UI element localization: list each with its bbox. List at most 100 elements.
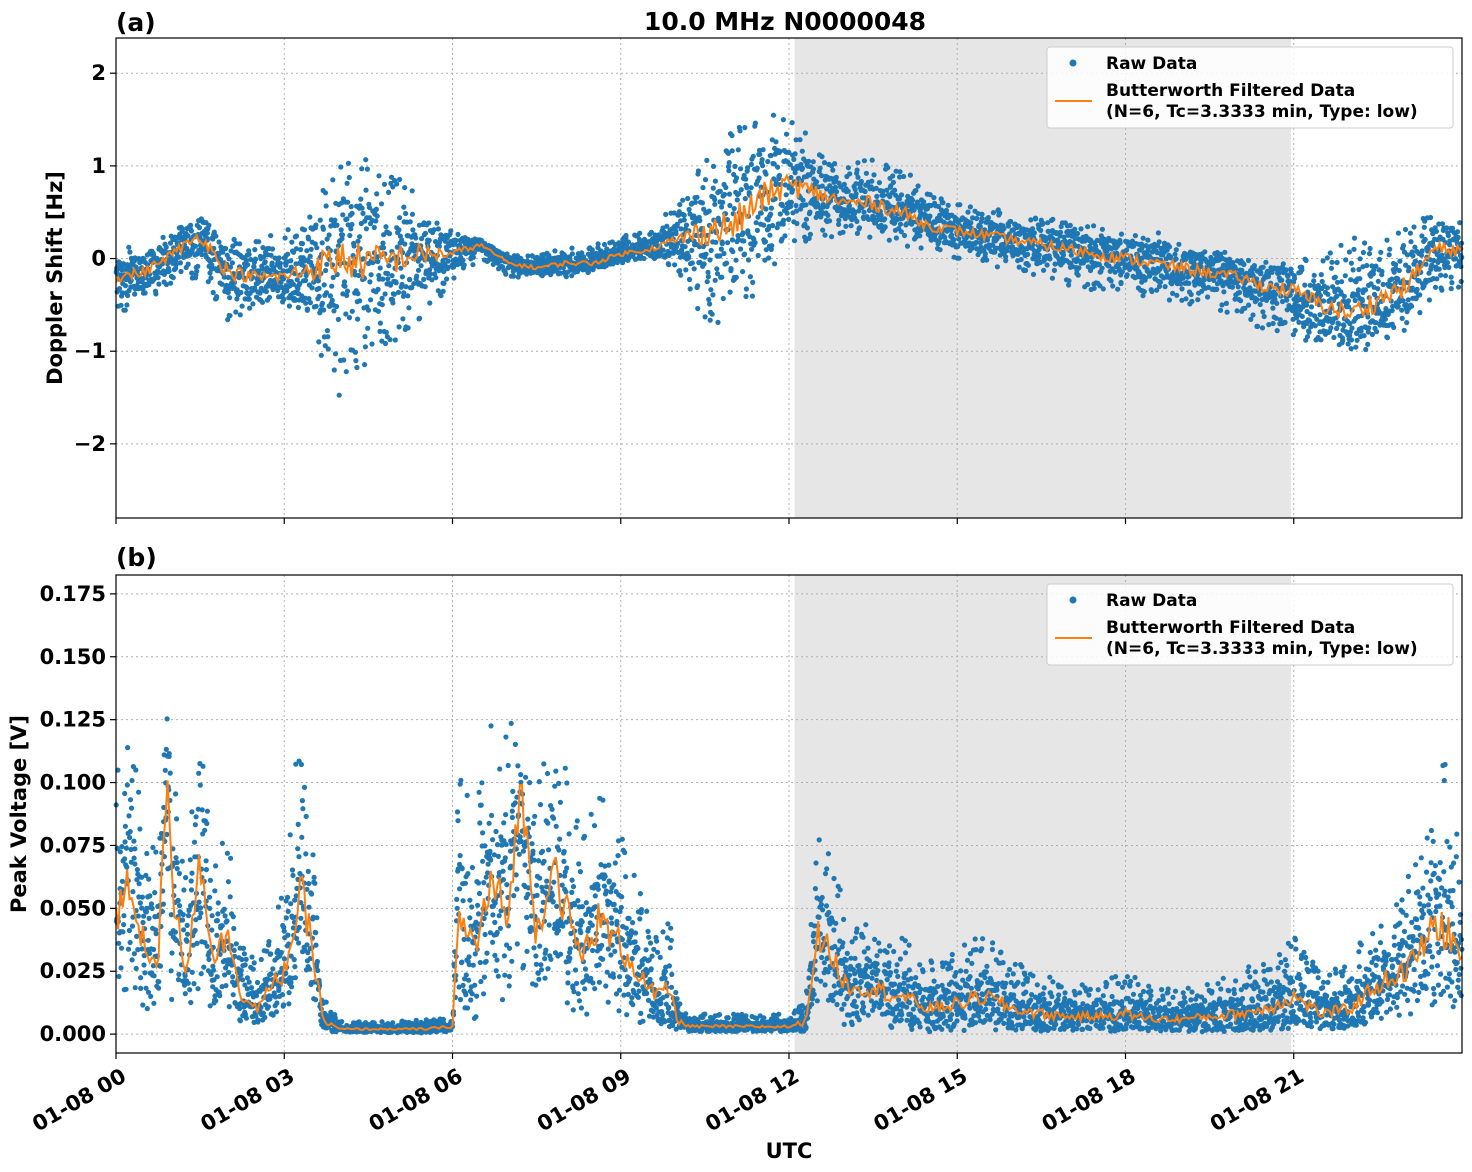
panel-b-raw-point [192,822,198,828]
panel-a-raw-point [697,218,703,224]
panel-b-raw-point [203,867,209,873]
panel-a-raw-point [893,235,900,241]
panel-a-raw-point [689,260,695,266]
panel-a-raw-point [1117,240,1123,246]
panel-a-raw-point [1458,278,1464,285]
panel-a-raw-point [1399,315,1405,321]
panel-a-raw-point [719,241,725,247]
panel-a-raw-point [280,268,286,274]
panel-a-raw-point [901,173,907,180]
panel-a-raw-point [1317,312,1323,318]
panel-b-raw-point [132,846,138,852]
panel-a-raw-point [250,301,256,307]
panel-a-raw-point [848,223,854,229]
panel-a-raw-point [387,337,393,343]
panel-a-raw-point [691,266,697,272]
panel-a-raw-point [322,343,328,349]
panel-a-raw-point [301,227,308,233]
panel-a-legend-raw-marker [1069,59,1077,67]
panel-a-raw-point [233,309,239,315]
panel-b-raw-point [285,894,291,901]
panel-a-raw-point [1351,246,1357,252]
panel-a-raw-point [362,334,368,340]
panel-a-raw-point [758,210,764,216]
panel-b-raw-point [142,970,148,976]
panel-a-raw-point [1348,337,1355,343]
panel-a-raw-point [438,293,444,299]
panel-a-raw-point [904,243,911,249]
panel-a-raw-point [1118,231,1125,237]
panel-b-raw-point [174,859,180,866]
panel-a-raw-point [315,278,321,284]
panel-a-raw-point [1283,267,1289,273]
panel-a-raw-point [238,289,244,296]
panel-a-raw-point [325,346,331,352]
panel-a-raw-point [403,210,409,217]
panel-a-raw-point [1376,256,1383,262]
panel-a-raw-point [351,243,357,249]
panel-b-raw-point [176,971,182,978]
panel-b-raw-point [175,897,181,904]
panel-a-raw-point [712,178,719,184]
panel-b-raw-point [241,951,247,957]
panel-a-raw-point [1263,259,1269,265]
panel-a-x-ticks [115,518,1295,524]
panel-a-raw-point [1360,249,1366,256]
panel-a-raw-point [1050,216,1056,222]
panel-a-raw-point [810,166,817,172]
panel-a-raw-point [843,223,849,229]
panel-a-raw-point [1446,264,1452,270]
panel-a-raw-point [742,125,748,131]
panel-b-raw-point [131,838,137,844]
panel-a-raw-point [382,340,389,347]
panel-b-raw-point [301,784,308,791]
panel-a-raw-point [740,230,746,236]
panel-a-raw-point [734,197,740,203]
panel-b-raw-point [184,922,190,929]
panel-a-raw-point [847,171,853,177]
panel-a-raw-point [122,283,129,289]
panel-a-raw-point [244,285,250,291]
panel-b-raw-point [137,826,143,832]
panel-b-raw-point [237,1018,243,1024]
panel-b-raw-point [196,899,202,905]
panel-b-raw-point [179,917,186,923]
panel-a-raw-point [433,275,439,281]
panel-a-raw-point [825,212,831,218]
panel-a-raw-point [316,339,322,345]
panel-a-raw-point [371,224,377,231]
panel-a-raw-point [1114,250,1120,256]
panel-a-raw-point [303,277,309,283]
panel-a-raw-point [461,262,467,268]
panel-a-raw-point [432,239,439,245]
panel-a-raw-point [704,157,710,163]
panel-a-raw-point [1406,265,1412,271]
panel-a-raw-point [263,288,269,295]
panel-a-raw-point [324,328,330,334]
panel-b-raw-point [314,958,320,965]
panel-a-raw-point [750,279,756,285]
panel-b-raw-point [196,770,202,776]
panel-a-raw-point [945,202,951,208]
panel-b-raw-point [123,986,129,992]
panel-a-raw-point [359,205,365,211]
panel-a-raw-point [378,201,385,207]
panel-a-raw-point [695,305,701,312]
panel-a-raw-point [307,214,313,220]
panel-a-raw-point [185,233,191,239]
panel-b-raw-point [151,973,157,979]
panel-a-raw-point [1250,312,1256,318]
panel-b-raw-point [295,846,301,852]
panel-b-raw-point [207,905,213,912]
panel-a-raw-point [1363,346,1369,353]
panel-b-raw-point [266,939,272,945]
panel-b-raw-point [127,829,133,835]
panel-a-raw-point [407,219,413,225]
panel-b-raw-point [189,870,195,876]
panel-a-raw-point [760,147,766,153]
panel-b-raw-point [141,913,147,919]
panel-b-raw-point [130,889,136,895]
panel-a-raw-point [729,132,735,139]
panel-a-raw-point [375,308,381,314]
panel-a-raw-point [281,296,287,302]
